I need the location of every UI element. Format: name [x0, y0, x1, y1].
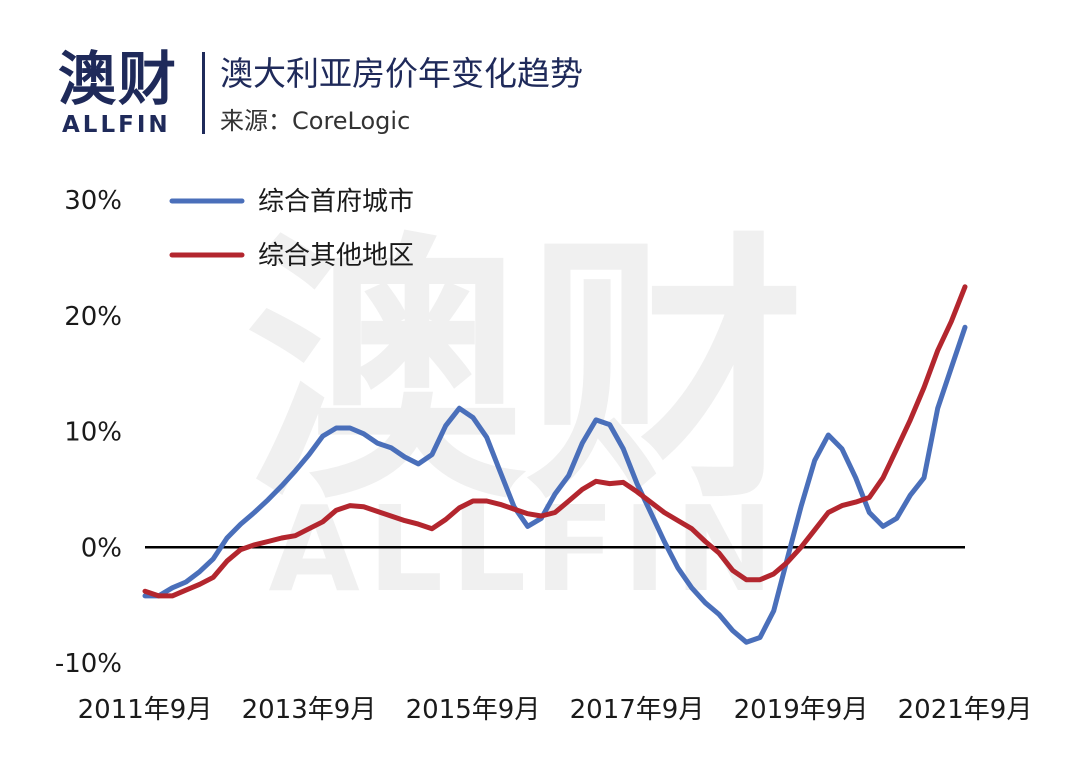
x-tick-label: 2021年9月: [898, 695, 1033, 725]
x-tick-label: 2011年9月: [78, 695, 213, 725]
y-tick-label: 30%: [64, 186, 122, 216]
logo-english: ALLFIN: [62, 112, 171, 138]
watermark: 澳财 ALLFIN: [245, 211, 805, 618]
logo-chinese: 澳财: [58, 45, 179, 113]
header-divider: [202, 52, 205, 134]
x-tick-label: 2015年9月: [406, 695, 541, 725]
y-tick-label: 20%: [64, 302, 122, 332]
y-tick-label: 0%: [81, 533, 122, 563]
y-tick-label: 10%: [64, 418, 122, 448]
y-axis-ticks: 30% 20% 10% 0% -10%: [55, 186, 122, 679]
legend-label-1: 综合首府城市: [258, 187, 414, 217]
legend-label-2: 综合其他地区: [258, 241, 414, 271]
x-tick-label: 2013年9月: [242, 695, 377, 725]
x-axis-ticks: 2011年9月 2013年9月 2015年9月 2017年9月 2019年9月 2021年…: [78, 695, 1033, 725]
watermark-english: ALLFIN: [269, 480, 782, 618]
series-lines: [142, 284, 968, 645]
watermark-chinese: 澳财: [245, 211, 805, 537]
y-tick-label: -10%: [55, 649, 122, 679]
x-tick-label: 2017年9月: [570, 695, 705, 725]
series-line-2: [142, 284, 968, 599]
chart-title: 澳大利亚房价年变化趋势: [220, 54, 583, 93]
chart-source: 来源：CoreLogic: [220, 107, 411, 135]
x-tick-label: 2019年9月: [734, 695, 869, 725]
series-line-1: [142, 324, 968, 645]
